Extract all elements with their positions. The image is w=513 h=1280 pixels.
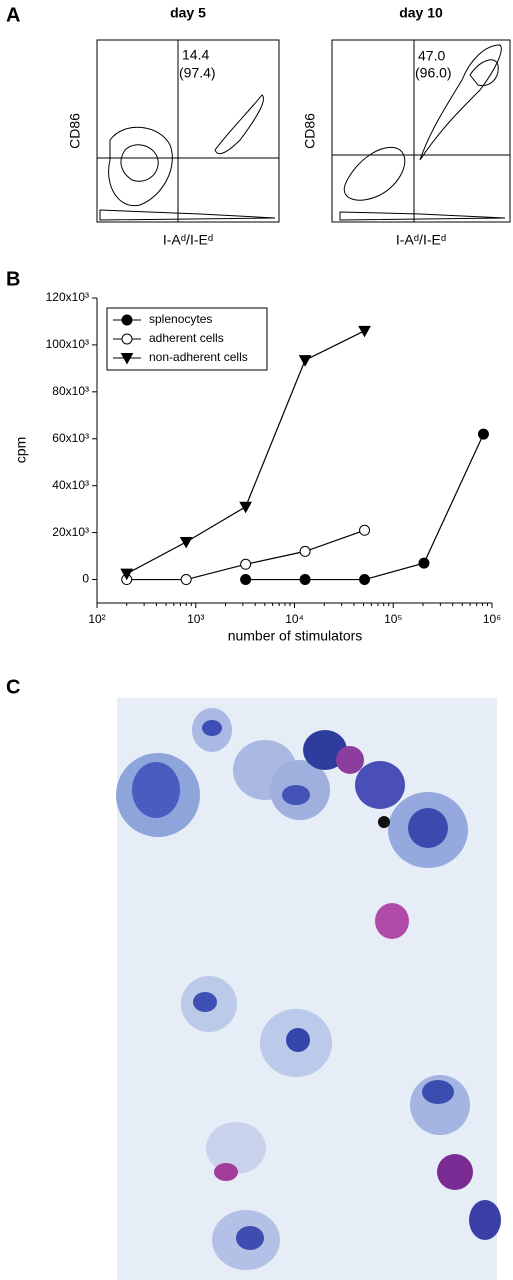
marker	[298, 355, 312, 367]
nucleus	[214, 1163, 238, 1181]
x-tick-label: 10⁴	[285, 612, 304, 626]
legend-marker	[121, 314, 133, 326]
nucleus	[422, 1080, 454, 1104]
series-line	[245, 433, 484, 581]
marker	[358, 325, 371, 338]
panel-label: A	[6, 4, 20, 26]
plot-title: day 10	[399, 5, 443, 21]
x-axis-label: I-Aᵈ/I-Eᵈ	[163, 232, 213, 248]
marker	[359, 524, 371, 536]
panel-label: C	[6, 676, 20, 698]
particle	[378, 816, 390, 828]
cell	[355, 761, 405, 809]
x-tick-label: 10⁵	[384, 612, 402, 626]
nucleus	[202, 720, 222, 736]
legend-label: adherent cells	[149, 331, 224, 345]
nucleus	[132, 762, 180, 818]
nucleus	[282, 785, 310, 805]
plot-title: day 5	[170, 5, 206, 21]
contour	[339, 44, 506, 221]
cell	[437, 1154, 473, 1190]
y-tick-label: 0	[82, 572, 89, 586]
x-axis-label: number of stimulators	[228, 628, 363, 644]
quadrant-percent: (96.0)	[415, 65, 452, 81]
y-tick-label: 20x10³	[52, 525, 89, 539]
y-tick-label: 80x10³	[52, 384, 89, 398]
contour	[99, 94, 276, 221]
x-axis-label: I-Aᵈ/I-Eᵈ	[396, 232, 446, 248]
legend-marker	[120, 353, 134, 365]
cell	[375, 903, 409, 939]
flow-plot: day 5 14.4 (97.4) CD86 I-Aᵈ/I-Eᵈ	[67, 5, 280, 248]
line-chart: cpm number of stimulators 0 20x10³ 40x10³ 6…	[13, 290, 501, 644]
flow-plot: day 10 47.0 (96.0) CD86 I-Aᵈ/I-Eᵈ	[302, 5, 511, 248]
y-tick-label: 60x10³	[52, 431, 89, 445]
marker	[299, 545, 311, 557]
quadrant-percent: (97.4)	[179, 65, 216, 81]
marker	[477, 428, 489, 440]
plot-frame	[331, 39, 511, 223]
quadrant-value: 47.0	[418, 48, 445, 64]
cell	[206, 1122, 266, 1174]
panel-label: B	[6, 268, 20, 290]
x-tick-label: 10⁶	[483, 612, 501, 626]
nucleus	[236, 1226, 264, 1250]
nucleus	[408, 808, 448, 848]
x-tick-label: 10²	[88, 612, 105, 626]
marker	[180, 574, 192, 586]
marker	[359, 574, 371, 586]
y-axis-label: CD86	[67, 113, 83, 149]
y-tick-label: 40x10³	[52, 478, 89, 492]
micrograph	[116, 698, 501, 1280]
legend-label: splenocytes	[149, 312, 212, 326]
nucleus	[193, 992, 217, 1012]
marker	[120, 568, 134, 581]
y-tick-label: 100x10³	[46, 337, 89, 351]
marker	[179, 537, 193, 549]
plot-frame	[96, 39, 280, 223]
quadrant-value: 14.4	[182, 47, 209, 63]
legend-marker	[121, 333, 133, 345]
y-axis-label: cpm	[13, 437, 29, 463]
marker	[418, 557, 430, 569]
marker	[239, 501, 252, 514]
y-axis-label: CD86	[302, 113, 318, 149]
legend-label: non-adherent cells	[149, 350, 248, 364]
cell	[336, 746, 364, 774]
y-tick-label: 120x10³	[46, 290, 89, 304]
x-tick-label: 10³	[187, 612, 204, 626]
marker	[240, 574, 252, 586]
cell	[469, 1200, 501, 1240]
nucleus	[286, 1028, 310, 1052]
marker	[240, 558, 252, 570]
marker	[299, 574, 311, 586]
